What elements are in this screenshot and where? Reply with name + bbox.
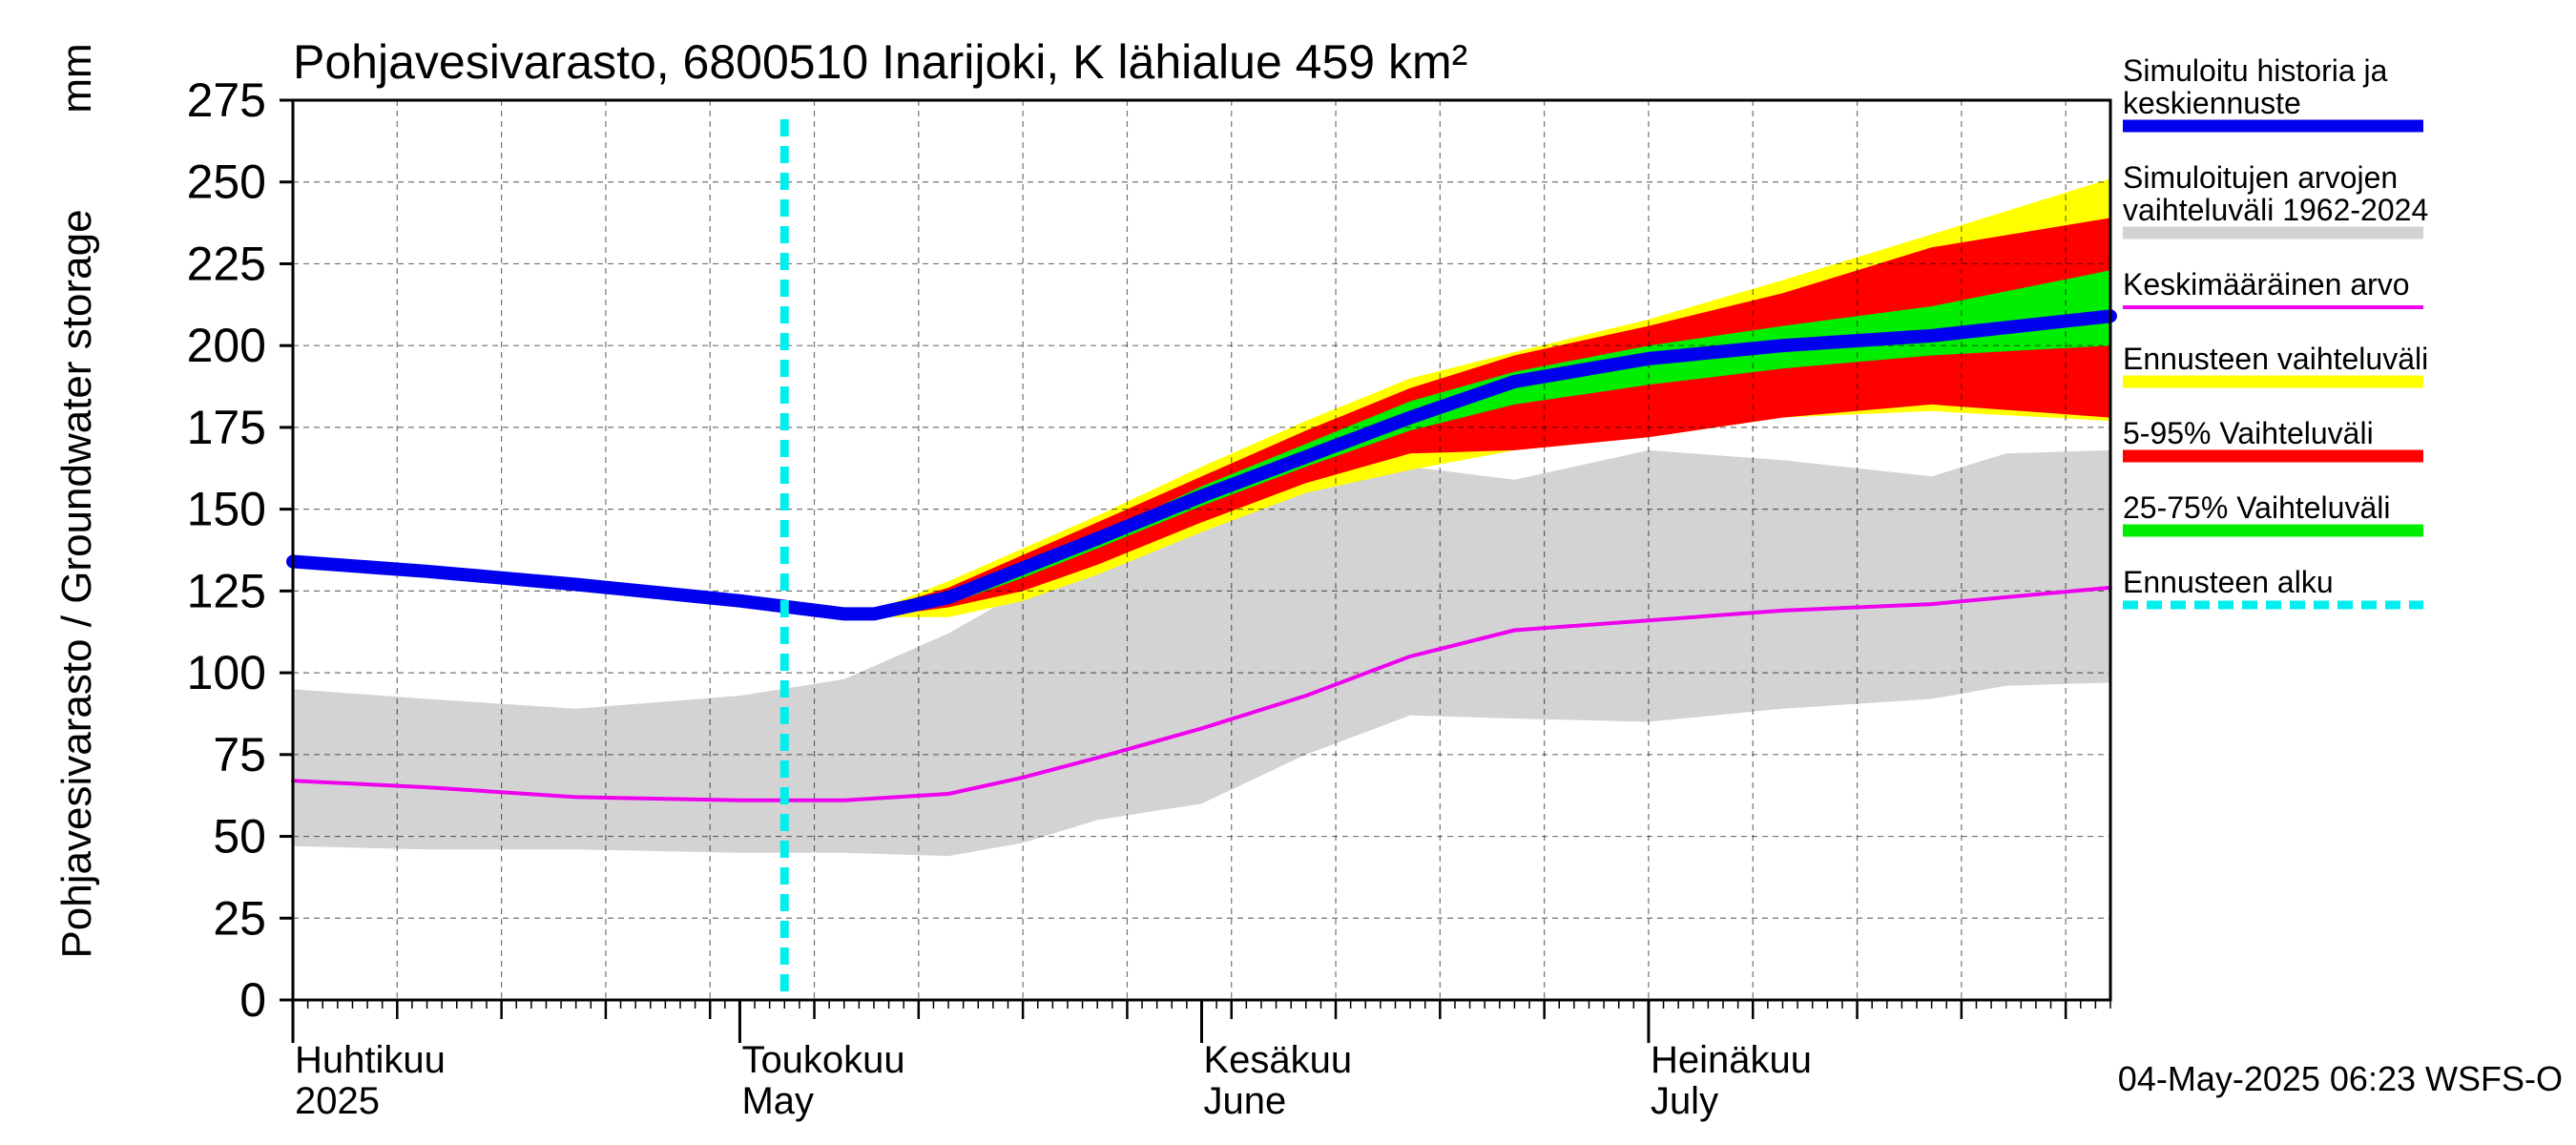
x-month-label-fi: Heinäkuu: [1651, 1039, 1812, 1081]
y-axis-label: Pohjavesivarasto / Groundwater storage: [53, 209, 100, 958]
y-axis-unit: mm: [53, 43, 100, 113]
legend-label-history_range: vaihteluväli 1962-2024: [2123, 193, 2428, 227]
legend-label-forecast_range: Ennusteen vaihteluväli: [2123, 342, 2428, 376]
legend-label-history_range: Simuloitujen arvojen: [2123, 160, 2398, 195]
legend-label-simulated: Simuloitu historia ja: [2123, 53, 2388, 88]
x-month-label-fi: Kesäkuu: [1204, 1039, 1353, 1081]
y-tick-label: 100: [187, 646, 266, 699]
x-month-label-en: June: [1204, 1080, 1287, 1122]
series-line-simulated: [286, 309, 2117, 621]
chart-title: Pohjavesivarasto, 6800510 Inarijoki, K l…: [293, 35, 1467, 89]
series-line-mean: [291, 585, 2112, 802]
y-tick-label: 225: [187, 237, 266, 290]
axes: 0 25 50 75 100 125 150 175 200 225 250 275 Huhtikuu2…: [187, 73, 2112, 1122]
y-tick-label: 125: [187, 564, 266, 617]
y-tick-label: 175: [187, 401, 266, 454]
legend-label-simulated: keskiennuste: [2123, 86, 2301, 120]
y-tick-label: 0: [239, 973, 266, 1027]
y-tick-label: 75: [213, 728, 266, 781]
y-tick-label: 200: [187, 319, 266, 372]
band-p5_95: [874, 218, 2110, 617]
footer-timestamp: 04-May-2025 06:23 WSFS-O: [2118, 1059, 2563, 1098]
x-month-label-fi: Huhtikuu: [295, 1039, 446, 1081]
x-month-label-en: May: [741, 1080, 814, 1122]
y-tick-label: 25: [213, 891, 266, 945]
x-month-label-fi: Toukokuu: [741, 1039, 904, 1081]
y-tick-label: 250: [187, 156, 266, 209]
x-month-label-en: 2025: [295, 1080, 380, 1122]
legend-label-p5_95: 5-95% Vaihteluväli: [2123, 416, 2374, 450]
band-p25_75: [874, 270, 2110, 617]
y-tick-label: 150: [187, 483, 266, 536]
legend-label-p25_75: 25-75% Vaihteluväli: [2123, 490, 2390, 525]
plot-area: [286, 99, 2117, 1001]
legend-label-mean: Keskimääräinen arvo: [2123, 267, 2410, 302]
x-month-label-en: July: [1651, 1080, 1718, 1122]
legend-label-forecast_start: Ennusteen alku: [2123, 565, 2334, 599]
y-tick-label: 275: [187, 73, 266, 127]
y-tick-label: 50: [213, 810, 266, 864]
